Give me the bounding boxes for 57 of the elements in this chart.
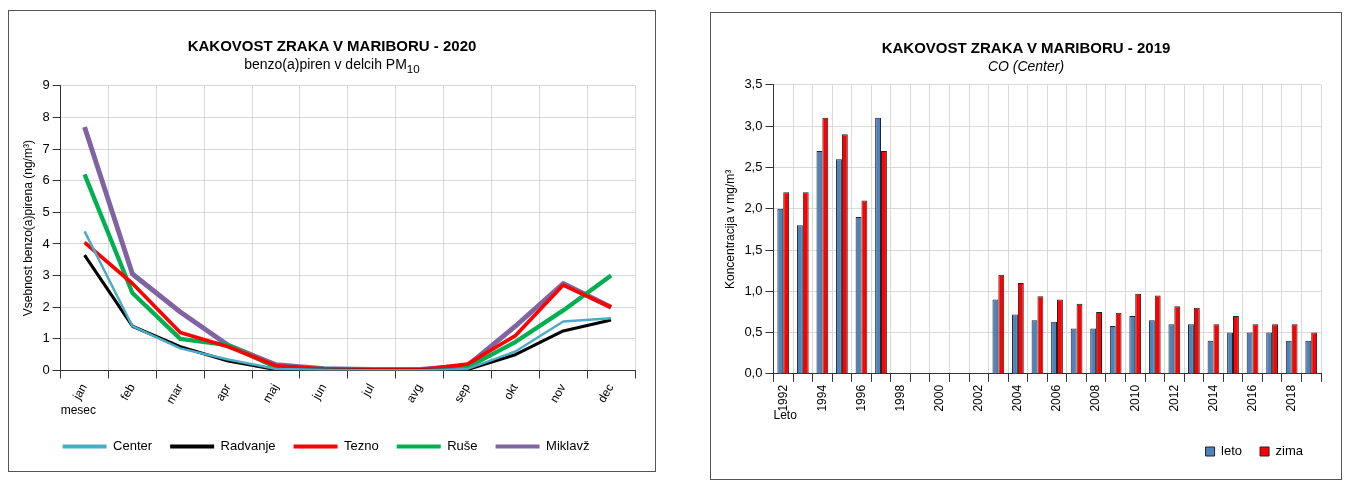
x-tick-label: avg [403,381,426,405]
y-axis-title: Koncentracija v mg/m³ [722,169,737,290]
x-tick-label: 1994 [814,384,829,412]
x-tick-label: jul [358,381,378,400]
legend-label: leto [1221,443,1243,459]
x-tick-label: maj [259,381,282,405]
y-tick-label: 0 [42,361,50,377]
x-tick-label: 1998 [892,384,907,412]
x-tick-label: nov [546,381,569,405]
x-tick-label: 2006 [1049,384,1064,412]
x-tick-label: feb [117,380,139,403]
chart-subtitle: CO (Center) [986,58,1066,74]
x-tick-label: 2014 [1205,384,1220,412]
x-tick-label: 2008 [1088,384,1103,412]
y-tick-label: 1,5 [744,241,763,257]
chart-title: KAKOVOST ZRAKA V MARIBORU - 2020 [186,37,478,54]
legend-label: zima [1275,443,1304,459]
legend-label: Ruše [447,437,478,453]
legend-label: Radvanje [220,437,276,453]
x-tick-label: 2012 [1166,384,1181,412]
x-tick-label: 1996 [853,384,868,412]
x-tick-label: apr [212,381,234,404]
chart-subtitle: benzo(a)piren v delcih PM$_{10}$ [243,56,421,75]
y-tick-label: 3,0 [744,117,763,133]
x-tick-label: 2004 [1010,384,1025,412]
y-axis-title: Vsebnost benzo(a)pirena (ng/m³) [20,139,35,316]
y-tick-label: 6 [42,172,50,188]
chart-title: KAKOVOST ZRAKA V MARIBORU - 2019 [880,39,1172,56]
legend-label: Center [113,437,153,453]
y-tick-label: 0,5 [744,324,763,340]
x-tick-label: okt [500,380,522,402]
y-tick-label: 3,5 [744,76,763,92]
x-tick-label: 2016 [1244,384,1259,412]
x-tick-label: 2010 [1127,384,1142,412]
y-tick-label: 7 [42,140,50,156]
x-tick-label: mar [163,381,186,406]
x-tick-label: 2018 [1283,384,1298,412]
x-tick-label: 2000 [932,384,946,412]
y-tick-label: 2,0 [744,200,763,216]
y-tick-label: 8 [42,108,50,124]
y-tick-label: 2 [42,298,50,314]
y-tick-label: 2,5 [744,158,763,174]
y-tick-label: 3 [42,266,50,282]
x-tick-label: jan [69,381,91,403]
x-tick-label: sep [451,380,474,405]
legend-label: Tezno [344,437,379,453]
x-tick-label: jun [308,381,330,403]
x-tick-label: 2002 [971,384,986,412]
y-tick-label: 0,0 [744,365,763,381]
y-tick-label: 1,0 [744,282,763,298]
y-tick-label: 4 [42,235,50,251]
legend-label: Miklavž [546,437,590,453]
x-axis-title: mesec [60,402,96,417]
y-tick-label: 5 [42,203,50,219]
x-tick-label: dec [594,381,617,405]
y-tick-label: 1 [42,330,50,346]
y-tick-label: 9 [42,77,50,93]
